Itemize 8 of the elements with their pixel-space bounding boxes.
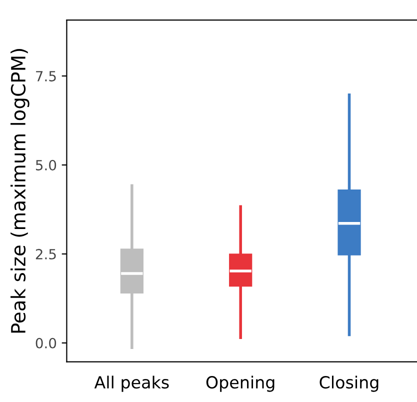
x-tick-label: Closing bbox=[320, 376, 378, 392]
y-tick-label: 2.5 bbox=[36, 248, 56, 260]
x-tick-label: Opening bbox=[206, 376, 274, 392]
y-tick-label: 0.0 bbox=[36, 338, 56, 348]
x-tick-label: All peaks bbox=[94, 376, 169, 392]
y-axis-title: Peak size (maximum logCPM) bbox=[10, 48, 30, 333]
y-tick-label: 7.5 bbox=[36, 71, 56, 82]
y-tick-label: 5.0 bbox=[36, 160, 56, 170]
